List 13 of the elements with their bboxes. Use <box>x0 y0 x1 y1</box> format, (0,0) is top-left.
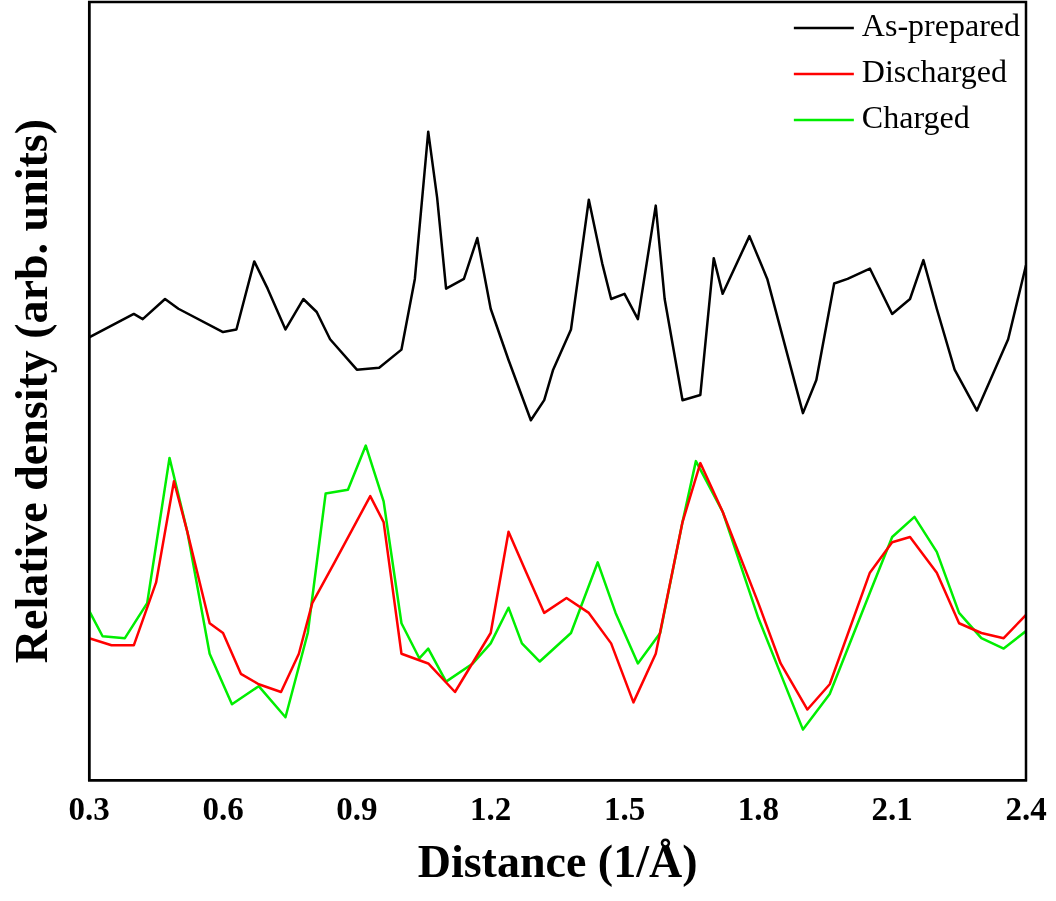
x-tick-label: 0.3 <box>68 790 110 827</box>
x-tick-label: 1.2 <box>470 790 512 827</box>
x-tick-label: 1.5 <box>603 790 646 827</box>
x-tick-label: 2.4 <box>1005 790 1047 827</box>
x-tick-label: 0.9 <box>336 790 378 827</box>
x-tick-label: 1.8 <box>737 790 779 827</box>
x-axis-title: Distance (1/Å) <box>417 836 698 888</box>
legend-label: Discharged <box>861 53 1007 90</box>
x-tick-label: 2.1 <box>871 790 913 827</box>
y-axis-title: Relative density (arb. units) <box>6 118 58 664</box>
legend-label: As-prepared <box>861 7 1020 44</box>
legend-label: Charged <box>861 99 970 136</box>
x-tick-label: 0.6 <box>202 790 244 827</box>
